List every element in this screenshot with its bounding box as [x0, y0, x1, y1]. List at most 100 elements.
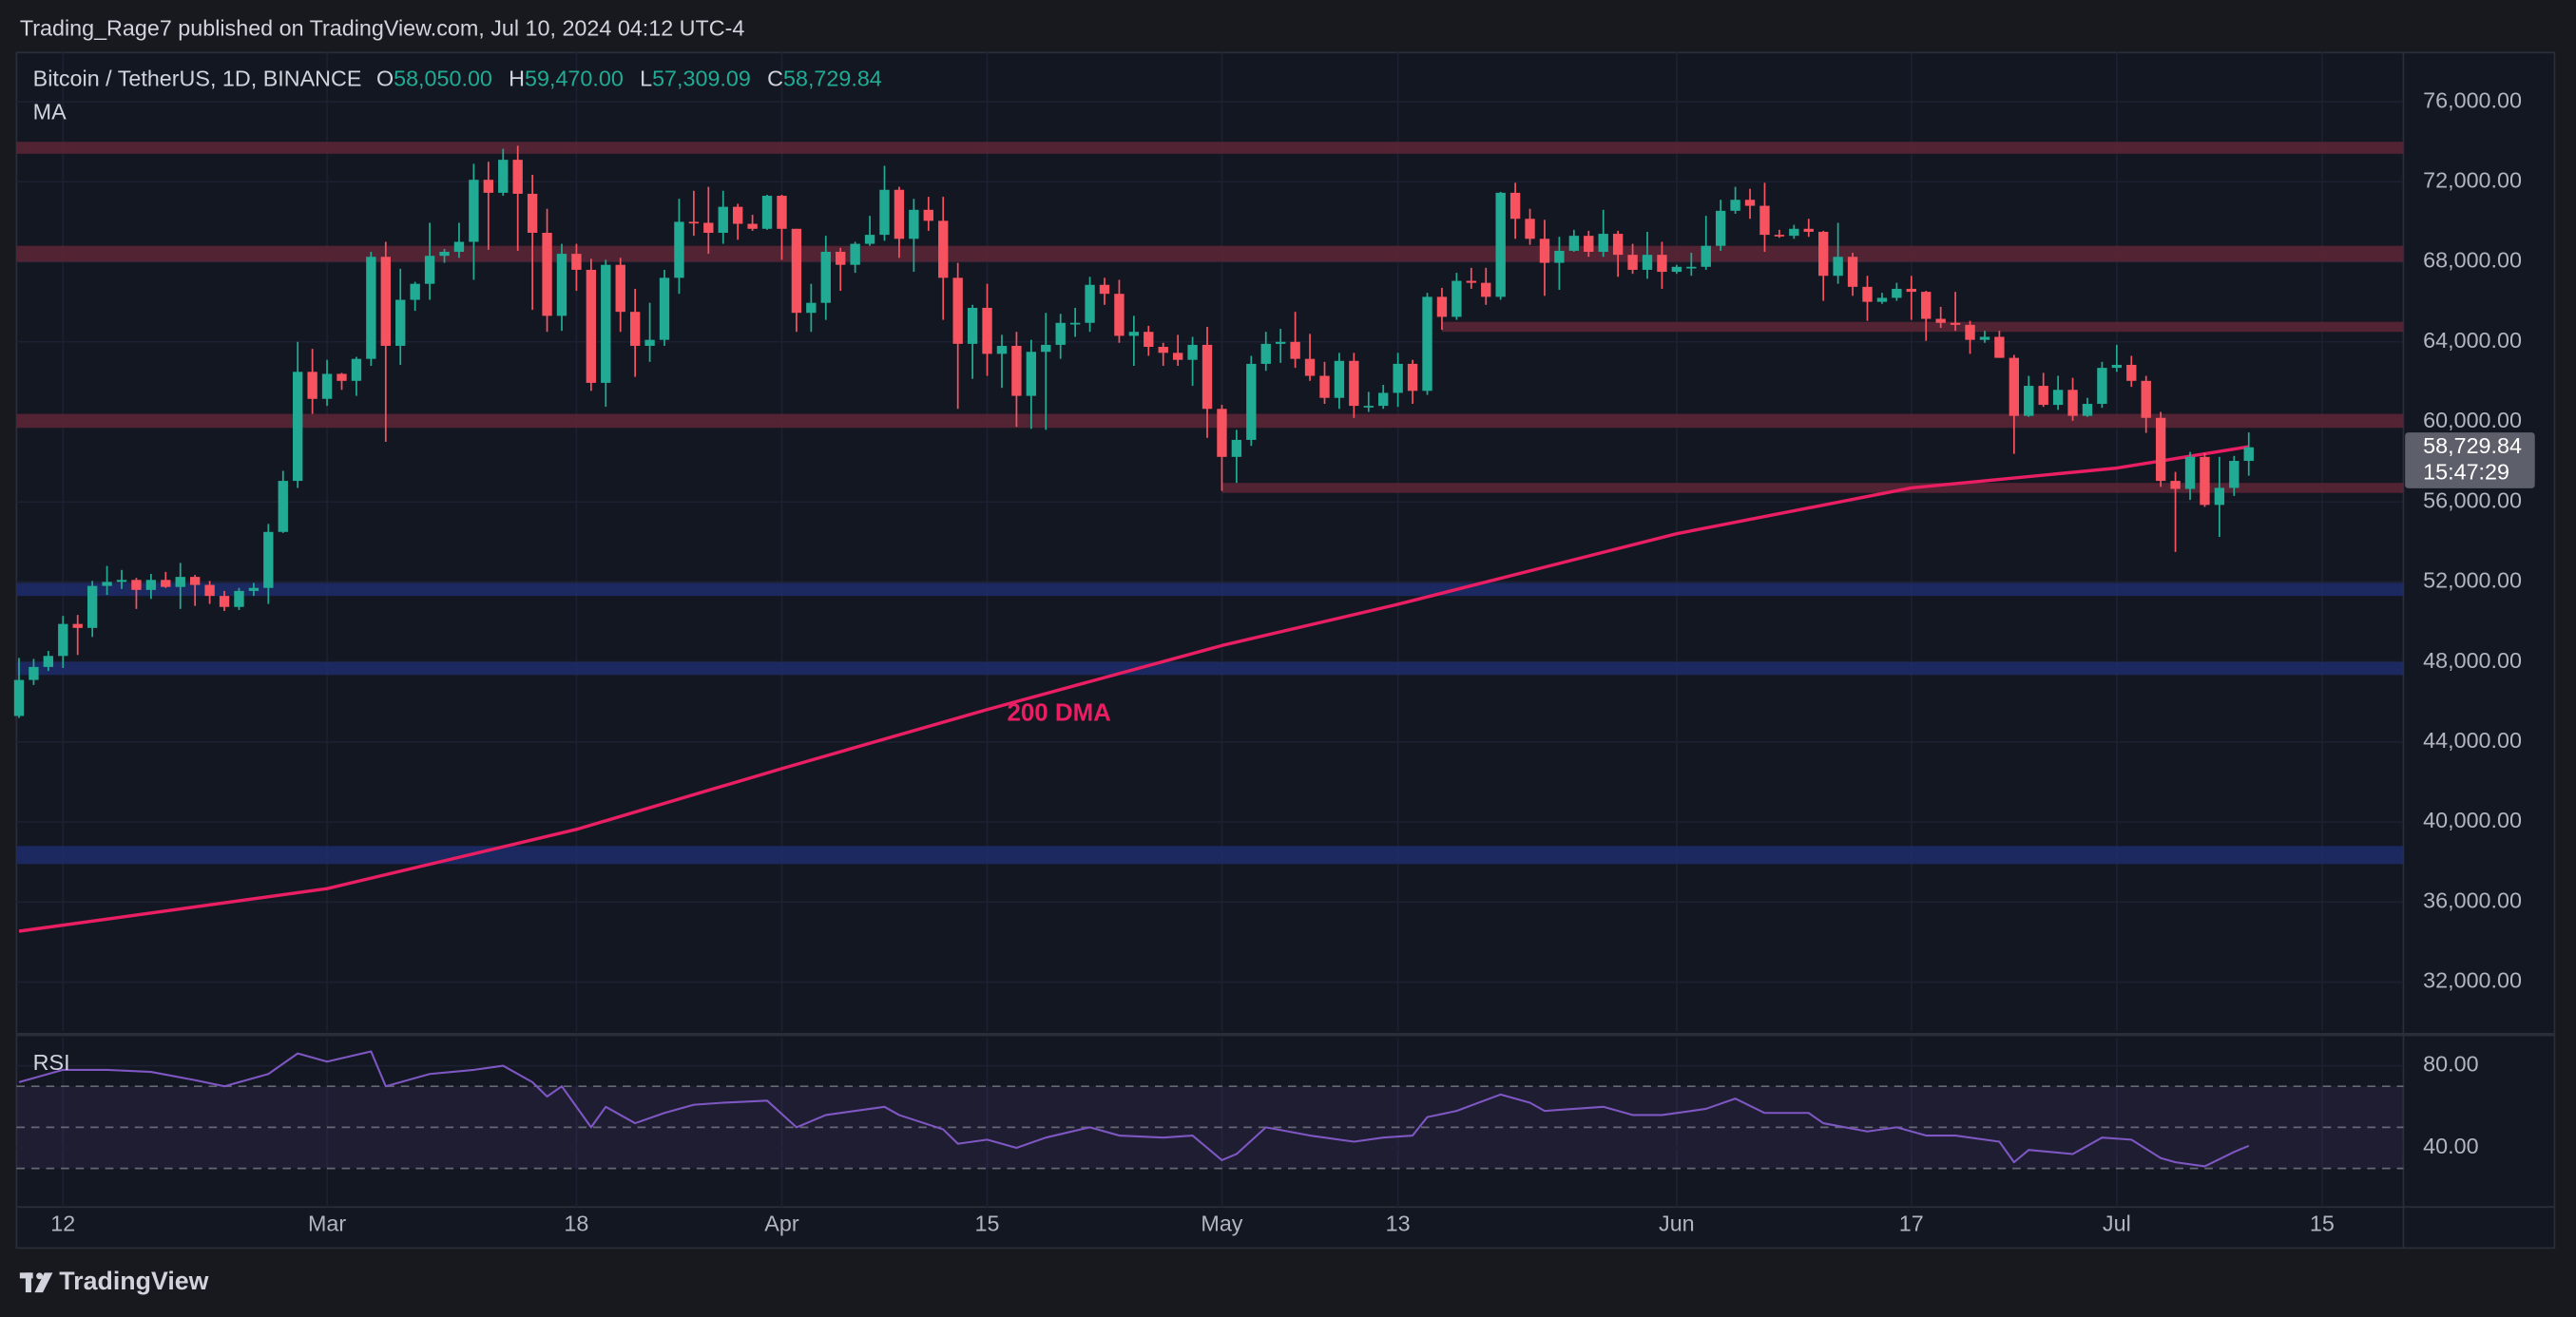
price-zone [1441, 321, 2404, 333]
candle-body [1598, 234, 1608, 253]
candle-body [1172, 353, 1183, 360]
candle-body [1260, 343, 1271, 364]
x-tick-label: 15 [2310, 1211, 2335, 1235]
candle-body [1935, 318, 1946, 323]
x-tick-label: Jun [1659, 1211, 1695, 1235]
candle-body [967, 307, 978, 344]
candle-body [2200, 456, 2210, 506]
candle-body [644, 339, 655, 346]
candle-body [43, 656, 54, 667]
candle-body [2170, 481, 2181, 489]
zones [16, 142, 2404, 865]
price-zone [1221, 483, 2404, 493]
ohlc-value: 57,309.09 [652, 67, 751, 91]
candle-body [894, 189, 905, 239]
candle-body [1759, 205, 1770, 236]
candle-body [307, 372, 317, 399]
rsi-label: RSI [33, 1050, 70, 1075]
candle-body [1803, 228, 1814, 232]
candle-body [410, 283, 420, 300]
candle-body [659, 277, 670, 340]
logo-part [36, 1272, 44, 1280]
candle-body [366, 257, 376, 359]
candle-body [996, 345, 1008, 354]
y-tick-label: 76,000.00 [2423, 87, 2522, 112]
candle-body [718, 206, 728, 234]
candle-body [483, 180, 494, 193]
candle-body [72, 623, 83, 628]
candle-body [2111, 364, 2123, 369]
candle-body [2141, 380, 2151, 418]
candle-body [1906, 288, 1916, 293]
candle-body [1525, 219, 1535, 239]
candle-body [13, 679, 25, 716]
candle-body [674, 221, 684, 278]
candle-body [1657, 255, 1667, 273]
x-tick-label: 18 [564, 1211, 588, 1235]
candle-body [1011, 345, 1022, 396]
candle-body [1509, 192, 1521, 220]
x-tick-label: 13 [1386, 1211, 1411, 1235]
y-tick-label: 56,000.00 [2423, 487, 2522, 512]
publisher-line: Trading_Rage7 published on TradingView.c… [20, 15, 745, 40]
candle-body [879, 189, 890, 236]
candle-body [439, 252, 450, 257]
chart-panel [15, 51, 2556, 1250]
candle-body [2126, 364, 2137, 381]
candle-body [1965, 324, 1975, 340]
candle-body [1187, 344, 1198, 360]
last-price-box [2405, 432, 2535, 488]
candle-body [380, 257, 391, 346]
y-tick-label: 32,000.00 [2423, 968, 2522, 993]
candle-body [469, 180, 479, 242]
candle-body [1085, 284, 1095, 323]
candle-body [1246, 363, 1257, 440]
x-tick-label: May [1201, 1211, 1242, 1235]
candle-body [1451, 280, 1462, 317]
x-tick-label: Mar [308, 1211, 346, 1235]
candle-body [938, 220, 949, 278]
candle-body [1231, 439, 1242, 457]
ohlc-value: 58,050.00 [394, 67, 492, 91]
y-tick-label: 64,000.00 [2423, 328, 2522, 353]
candle-body [1378, 392, 1389, 407]
candle-body [1686, 266, 1697, 269]
candle-body [1276, 341, 1286, 344]
candle-body [836, 252, 846, 265]
candle-body [189, 577, 201, 585]
price-zone [16, 661, 2404, 676]
candle-body [1422, 296, 1432, 391]
candle-body [1862, 286, 1873, 302]
candle-body [87, 585, 98, 628]
candle-body [1481, 282, 1491, 297]
candle-body [1114, 294, 1125, 336]
x-tick-label: 17 [1899, 1211, 1924, 1235]
candle-body [2229, 461, 2240, 488]
x-tick-label: 12 [50, 1211, 75, 1235]
candle-body [1217, 409, 1227, 457]
candle-body [747, 223, 758, 229]
candle-body [1436, 296, 1448, 317]
candle-body [58, 623, 68, 657]
indicator-lines [18, 445, 2250, 1168]
candle-body [2038, 386, 2048, 406]
candle-body [1568, 236, 1580, 251]
candle-body [498, 160, 509, 193]
candle-body [732, 206, 743, 224]
candle-body [1144, 332, 1154, 348]
candle-body [453, 241, 465, 253]
candles [13, 145, 2254, 718]
candle-body [1715, 210, 1726, 246]
ohlc-key: O [376, 67, 394, 91]
candle-body [952, 277, 963, 344]
price-zone [16, 142, 2404, 154]
rsi-line [18, 1050, 2250, 1168]
candle-body [1290, 341, 1300, 359]
candle-body [1833, 257, 1843, 277]
last-price-label: 58,729.84 [2423, 433, 2522, 458]
candle-body [761, 196, 773, 229]
rsi-tick-label: 40.00 [2423, 1134, 2478, 1158]
symbol-title: Bitcoin / TetherUS, 1D, BINANCE [33, 67, 362, 91]
candle-body [234, 590, 244, 607]
